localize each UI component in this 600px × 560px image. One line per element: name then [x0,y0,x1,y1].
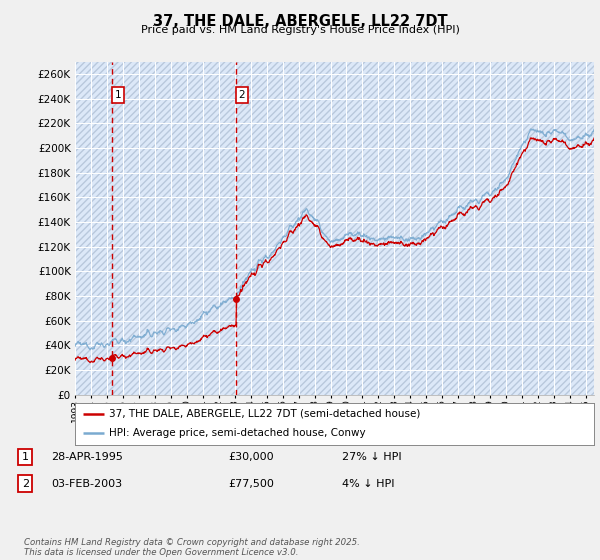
Text: 37, THE DALE, ABERGELE, LL22 7DT: 37, THE DALE, ABERGELE, LL22 7DT [152,14,448,29]
Text: 03-FEB-2003: 03-FEB-2003 [51,479,122,489]
Text: £77,500: £77,500 [228,479,274,489]
Text: 2: 2 [22,479,29,489]
Text: 27% ↓ HPI: 27% ↓ HPI [342,452,401,462]
Text: 37, THE DALE, ABERGELE, LL22 7DT (semi-detached house): 37, THE DALE, ABERGELE, LL22 7DT (semi-d… [109,409,420,419]
Text: £30,000: £30,000 [228,452,274,462]
Text: 4% ↓ HPI: 4% ↓ HPI [342,479,395,489]
Text: 2: 2 [239,90,245,100]
Text: HPI: Average price, semi-detached house, Conwy: HPI: Average price, semi-detached house,… [109,428,365,438]
Text: 1: 1 [22,452,29,462]
Text: Contains HM Land Registry data © Crown copyright and database right 2025.
This d: Contains HM Land Registry data © Crown c… [24,538,360,557]
Text: 28-APR-1995: 28-APR-1995 [51,452,123,462]
Text: Price paid vs. HM Land Registry's House Price Index (HPI): Price paid vs. HM Land Registry's House … [140,25,460,35]
Text: 1: 1 [115,90,121,100]
